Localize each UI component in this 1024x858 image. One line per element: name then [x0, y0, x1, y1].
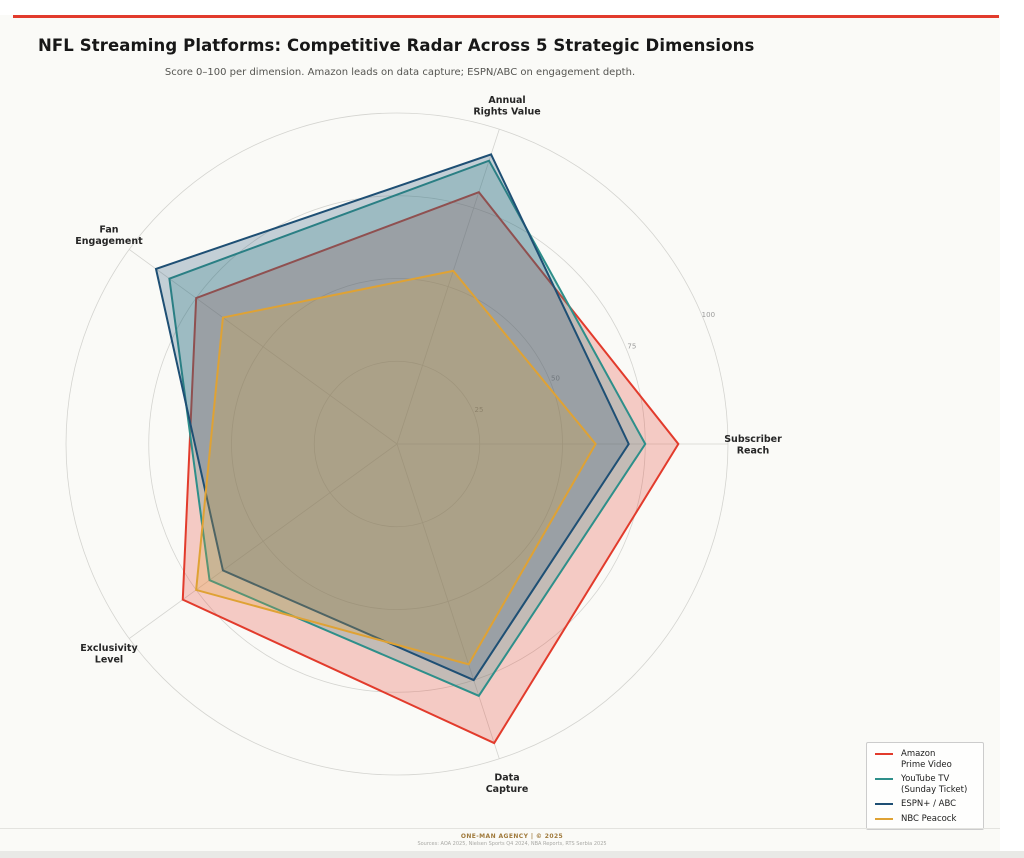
legend-swatch-line: [875, 817, 893, 820]
legend-item: NBC Peacock: [875, 814, 975, 825]
radar-spoke: [128, 249, 398, 445]
radar-spoke: [396, 129, 500, 445]
bottom-strip: [0, 851, 1024, 858]
legend-item: Amazon Prime Video: [875, 749, 975, 770]
legend-item: YouTube TV (Sunday Ticket): [875, 774, 975, 795]
axis-label: Exclusivity Level: [80, 643, 138, 666]
legend-label: ESPN+ / ABC: [901, 799, 957, 809]
radar-spoke: [396, 443, 500, 759]
chart-subtitle: Score 0–100 per dimension. Amazon leads …: [164, 67, 636, 78]
radial-tick-label: 50: [551, 374, 560, 382]
radial-tick-label: 25: [475, 406, 484, 414]
radar-spoke: [128, 443, 398, 639]
axis-label: Subscriber Reach: [724, 434, 782, 457]
radial-tick-label: 75: [627, 343, 636, 351]
legend-swatch-line: [875, 778, 893, 780]
radar-series-polygon: [181, 190, 680, 745]
radar-series-polygon: [154, 153, 630, 682]
radial-tick-label: 100: [702, 311, 715, 319]
footer-divider: [0, 828, 1000, 829]
legend: Amazon Prime Video YouTube TV (Sunday Ticke…: [866, 742, 984, 830]
legend-swatch-line: [875, 753, 893, 755]
figure-background: [0, 15, 1000, 851]
radar-series-polygon: [195, 269, 597, 666]
footer-sources: Sources: AOA 2025, Nielsen Sports Q4 202…: [417, 841, 607, 847]
legend-label: Amazon Prime Video: [901, 749, 952, 770]
legend-label: YouTube TV (Sunday Ticket): [901, 774, 968, 795]
legend-swatch-line: [875, 803, 893, 805]
radar-chart: 25 50 75 100 Annual Rights Value Subscriber Rea…: [65, 95, 782, 795]
radar-series-polygon: [168, 159, 647, 698]
axis-label: Fan Engagement: [75, 224, 143, 247]
accent-bar: [13, 15, 999, 18]
footer-brand: ONE-MAN AGENCY | © 2025: [460, 833, 564, 840]
legend-label: NBC Peacock: [901, 813, 957, 824]
axis-label: Annual Rights Value: [473, 95, 540, 118]
axis-label: Data Capture: [486, 772, 529, 795]
legend-item: ESPN+ / ABC: [875, 799, 975, 810]
footer: ONE-MAN AGENCY | © 2025 Sources: AOA 202…: [0, 833, 1024, 847]
chart-title: NFL Streaming Platforms: Competitive Rad…: [38, 36, 755, 55]
